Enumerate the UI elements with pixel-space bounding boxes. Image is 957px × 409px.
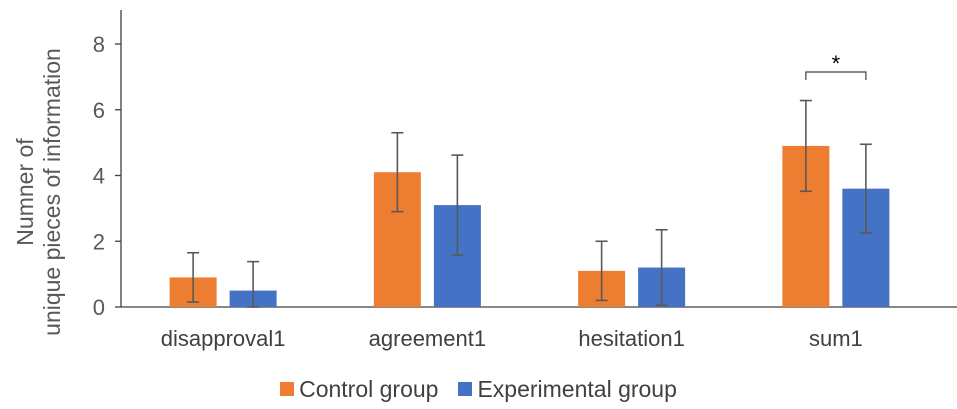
y-axis-label-line-2: unique pieces of information [39,48,65,336]
significance-marker: * [832,51,841,76]
legend-label-experimental: Experimental group [477,375,677,402]
legend: Control group Experimental group [0,371,957,407]
y-axis-label-line-1: Numner of [12,138,38,246]
legend-swatch-control [280,382,295,396]
y-axis-label: Numner of unique pieces of information [12,48,65,336]
legend-item-control: Control group [280,376,438,403]
significance-bracket [805,71,867,80]
x-tick-label: agreement1 [369,326,486,351]
x-tick-label: sum1 [809,326,863,351]
y-tick-label: 4 [93,164,105,189]
legend-item-experimental: Experimental group [458,375,677,403]
legend-swatch-experimental [458,382,473,396]
plot-area: 0 2 4 6 8 disapproval1 agreement1 hesitation1 su… [93,10,957,351]
y-tick-label: 2 [93,229,105,254]
y-tick-label: 0 [93,295,105,320]
x-tick-label: disapproval1 [161,326,286,351]
legend-label-control: Control group [299,375,439,402]
y-tick-label: 8 [93,32,105,57]
x-tick-label: hesitation1 [578,326,684,351]
y-tick-label: 6 [93,98,105,123]
